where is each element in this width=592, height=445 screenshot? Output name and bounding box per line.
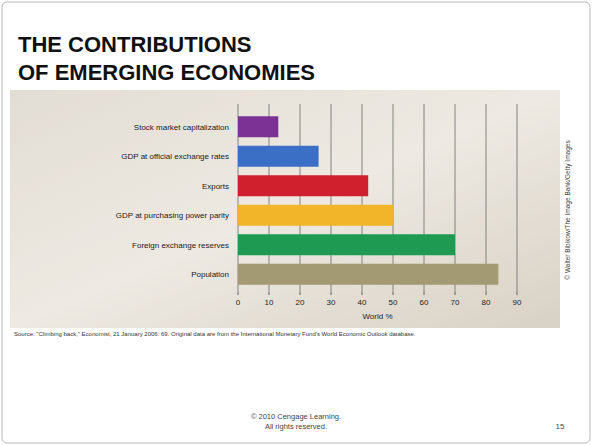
tick-label: 20: [296, 298, 305, 307]
tick-label: 0: [236, 298, 241, 307]
tick-mark: [486, 292, 487, 295]
tick-mark: [331, 292, 332, 295]
tick-label: 70: [451, 298, 460, 307]
grid-line: [517, 104, 518, 292]
tick-label: 40: [358, 298, 367, 307]
slide-frame: [2, 2, 590, 443]
bar: [238, 116, 278, 137]
category-label: Foreign exchange reserves: [132, 241, 229, 250]
tick-mark: [424, 292, 425, 295]
tick-mark: [269, 292, 270, 295]
copyright-line: © 2010 Cengage Learning.: [251, 412, 341, 421]
tick-mark: [362, 292, 363, 295]
bar: [238, 205, 393, 226]
page-number: 15: [556, 422, 565, 431]
tick-mark: [238, 292, 239, 295]
source-note: Source: "Climbing back," Economist, 21 J…: [14, 331, 416, 337]
category-label: Population: [191, 270, 229, 279]
category-label: GDP at purchasing power parity: [116, 211, 229, 220]
tick-mark: [455, 292, 456, 295]
category-label: GDP at official exchange rates: [121, 152, 229, 161]
copyright-line: All rights reserved.: [265, 422, 327, 431]
page: {"chart_data": {"type": "bar", "orientat…: [0, 0, 592, 445]
slide: THE CONTRIBUTIONS OF EMERGING ECONOMIES 0 1…: [0, 0, 592, 445]
bar: [238, 146, 319, 167]
bar: [238, 175, 368, 196]
bar: [238, 264, 498, 285]
title: THE CONTRIBUTIONS OF EMERGING ECONOMIES: [18, 32, 315, 85]
category-label: Exports: [202, 182, 229, 191]
bars: [238, 116, 498, 285]
bar: [238, 234, 455, 255]
tick-label: 10: [265, 298, 274, 307]
photo-haze: [10, 90, 560, 328]
title-line: OF EMERGING ECONOMIES: [18, 60, 315, 85]
title-line: THE CONTRIBUTIONS: [18, 32, 251, 57]
photo-background: [10, 90, 560, 328]
grid: [238, 104, 517, 295]
tick-label: 60: [420, 298, 429, 307]
tick-label: 90: [513, 298, 522, 307]
tick-label: 30: [327, 298, 336, 307]
axis-title: World %: [362, 312, 392, 321]
photo-credit: © Walter Bibikow/The Image Bank/Getty Im…: [564, 140, 572, 280]
category-label: Stock market capitalization: [134, 123, 229, 132]
tick-mark: [517, 292, 518, 295]
tick-mark: [393, 292, 394, 295]
tick-mark: [300, 292, 301, 295]
tick-label: 80: [482, 298, 491, 307]
tick-label: 50: [389, 298, 398, 307]
